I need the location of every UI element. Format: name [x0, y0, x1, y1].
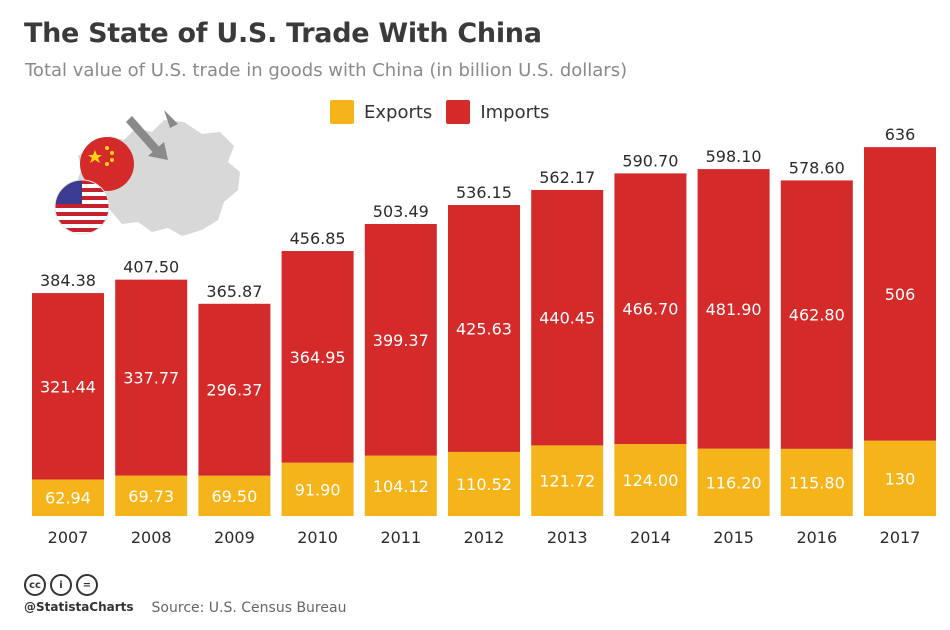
data-label-exports-2014: 124.00	[622, 471, 678, 490]
legend-item-exports: Exports	[330, 100, 432, 124]
bar-imports-2007	[32, 293, 104, 480]
x-tick-label-2009: 2009	[214, 528, 255, 547]
china-flag-icon	[80, 137, 134, 191]
bar-imports-2015	[697, 169, 770, 449]
us-flag-icon	[54, 179, 110, 235]
data-label-imports-2015: 481.90	[706, 300, 762, 319]
bar-imports-2012	[448, 205, 520, 452]
x-tick-label-2017: 2017	[880, 528, 921, 547]
data-label-total-2008: 407.50	[123, 258, 179, 277]
data-label-exports-2015: 116.20	[706, 473, 762, 492]
data-label-imports-2010: 364.95	[290, 348, 346, 367]
china-map-illustration	[54, 110, 240, 236]
legend-swatch-exports	[330, 100, 354, 124]
x-tick-label-2007: 2007	[48, 528, 89, 547]
data-label-exports-2012: 110.52	[456, 475, 512, 494]
data-label-imports-2009: 296.37	[206, 381, 262, 400]
cc-icon: cc	[24, 574, 46, 596]
bar-exports-2009	[198, 475, 271, 516]
bar-imports-2008	[115, 279, 188, 476]
legend-label-exports: Exports	[364, 101, 433, 123]
bar-imports-2016	[780, 180, 853, 449]
data-label-exports-2008: 69.73	[128, 487, 174, 506]
data-label-total-2011: 503.49	[373, 202, 429, 221]
legend-swatch-imports	[446, 100, 471, 124]
chart-subtitle: Total value of U.S. trade in goods with …	[25, 60, 628, 81]
data-label-imports-2007: 321.44	[40, 377, 96, 396]
data-label-exports-2009: 69.50	[211, 487, 257, 506]
data-label-exports-2016: 115.80	[789, 473, 845, 492]
data-label-imports-2012: 425.63	[456, 319, 512, 338]
source-note: Source: U.S. Census Bureau	[151, 600, 347, 616]
data-label-total-2010: 456.85	[290, 229, 346, 248]
data-label-exports-2010: 91.90	[295, 480, 341, 499]
legend: Exports Imports	[330, 100, 549, 124]
legend-item-imports: Imports	[446, 100, 549, 124]
x-tick-label-2013: 2013	[547, 528, 588, 547]
x-tick-label-2010: 2010	[297, 528, 338, 547]
bar-imports-2014	[614, 173, 687, 445]
arrow-icon	[126, 110, 178, 160]
legend-label-imports: Imports	[480, 101, 550, 123]
x-tick-label-2014: 2014	[630, 528, 671, 547]
bar-imports-2011	[364, 223, 437, 456]
bar-imports-2013	[531, 189, 604, 446]
bar-exports-2013	[531, 445, 604, 516]
bar-exports-2007	[32, 479, 104, 516]
data-label-imports-2014: 466.70	[622, 300, 678, 319]
license-icons: cc i =	[24, 574, 346, 596]
data-label-imports-2016: 462.80	[789, 306, 845, 325]
data-label-total-2009: 365.87	[206, 282, 262, 301]
data-label-total-2017: 636	[885, 125, 916, 144]
data-label-exports-2017: 130	[885, 469, 916, 488]
bar-exports-2015	[697, 448, 770, 516]
x-tick-label-2012: 2012	[464, 528, 505, 547]
x-tick-label-2015: 2015	[713, 528, 754, 547]
data-label-total-2016: 578.60	[789, 158, 845, 177]
chart-title: The State of U.S. Trade With China	[24, 18, 542, 49]
data-label-total-2015: 598.10	[706, 147, 762, 166]
bar-exports-2017	[864, 440, 936, 516]
bar-exports-2010	[281, 462, 354, 516]
footer: cc i = @StatistaCharts Source: U.S. Cens…	[24, 574, 346, 616]
data-label-total-2013: 562.17	[539, 168, 595, 187]
statista-handle: @StatistaCharts	[24, 600, 134, 614]
bar-exports-2011	[364, 455, 437, 516]
data-label-total-2007: 384.38	[40, 271, 96, 290]
data-label-imports-2008: 337.77	[123, 369, 179, 388]
x-tick-label-2011: 2011	[380, 528, 421, 547]
attribution-icon: i	[50, 574, 72, 596]
data-label-imports-2011: 399.37	[373, 331, 429, 350]
data-label-imports-2013: 440.45	[539, 309, 595, 328]
bar-exports-2016	[780, 448, 853, 516]
no-derivatives-icon: =	[76, 574, 98, 596]
x-tick-label-2008: 2008	[131, 528, 172, 547]
x-tick-label-2016: 2016	[796, 528, 837, 547]
stacked-bar-chart: 62.94 321.44 384.38 2007 69.73 337.77 407.50 20…	[32, 125, 936, 547]
data-label-imports-2017: 506	[885, 285, 916, 304]
bar-exports-2008	[115, 475, 188, 516]
bar-imports-2017	[864, 147, 936, 441]
bar-imports-2010	[281, 251, 354, 463]
data-label-total-2014: 590.70	[622, 151, 678, 170]
data-label-total-2012: 536.15	[456, 183, 512, 202]
data-label-exports-2007: 62.94	[45, 489, 91, 508]
bar-exports-2012	[448, 451, 520, 516]
bar-imports-2009	[198, 303, 271, 476]
data-label-exports-2013: 121.72	[539, 472, 595, 491]
bar-exports-2014	[614, 444, 687, 516]
data-label-exports-2011: 104.12	[373, 477, 429, 496]
